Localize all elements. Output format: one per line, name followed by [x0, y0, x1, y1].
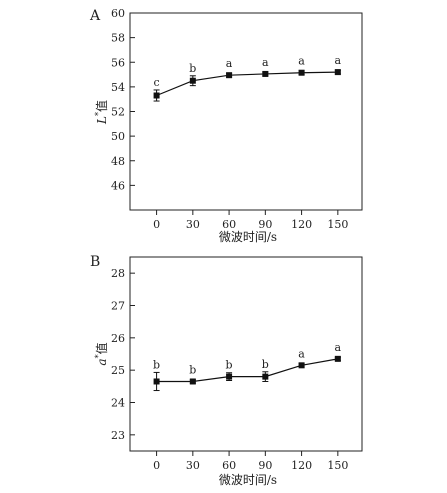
panel-a-significance-label: a [262, 56, 269, 69]
panel-a-significance-label: a [298, 55, 305, 68]
panel-b-series-line [156, 358, 338, 383]
panel-a-y-tick-label: 50 [111, 130, 125, 143]
panel-a-y-axis-title-suffix: 值 [94, 100, 109, 112]
panel-b-y-tick-label: 27 [111, 300, 125, 313]
panel-a-data-point [262, 70, 269, 77]
panel-a-x-tick-label: 60 [222, 218, 236, 231]
panel-b-x-tick-label: 0 [153, 459, 160, 472]
panel-a-x-tick-label: 150 [327, 218, 348, 231]
panel-b-x-tick-label: 120 [291, 459, 312, 472]
panel-a: A L*值 微波时间/s 46 48 50 52 54 56 58 60 0 30 60 90 120 1… [89, 7, 363, 244]
panel-b-y-axis-title-sup: * [94, 354, 103, 358]
panel-b-significance-label: b [262, 358, 269, 371]
panel-b-y-axis-title-main: a [95, 358, 109, 365]
panel-a-ticks: 46 48 50 52 54 56 58 60 0 30 60 90 120 150 [111, 7, 348, 231]
panel-b-y-tick-label: 24 [111, 397, 125, 410]
panel-b-y-tick-label: 23 [111, 429, 125, 442]
panel-a-y-tick-label: 60 [111, 7, 125, 20]
panel-b-data-point [262, 373, 269, 380]
panel-b-x-tick-label: 90 [258, 459, 272, 472]
panel-a-y-tick-label: 46 [111, 179, 125, 192]
panel-a-y-axis-title-sup: * [94, 112, 103, 116]
panel-a-y-tick-label: 58 [111, 32, 125, 45]
panel-b-significance-label: b [226, 359, 233, 372]
panel-b-significance-label: b [153, 358, 160, 371]
panel-b-x-tick-label: 60 [222, 459, 236, 472]
panel-b-data-point [298, 362, 305, 369]
panel-a-x-axis-title: 微波时间/s [219, 230, 277, 244]
panel-b-plot-frame [129, 256, 363, 452]
panel-a-x-tick-label: 120 [291, 218, 312, 231]
panel-a-x-tick-label: 0 [153, 218, 160, 231]
panel-b-data-point [226, 373, 233, 380]
panel-b-ticks: 23 24 25 26 27 28 0 30 60 90 120 150 [111, 267, 348, 472]
panel-a-y-axis-title: L*值 [94, 100, 109, 125]
panel-b-significance-label: b [189, 363, 196, 376]
panel-b-significance-label: a [298, 347, 305, 360]
panel-b-y-tick-label: 26 [111, 332, 125, 345]
panel-a-significance-label: a [226, 57, 233, 70]
panel-a-x-tick-label: 30 [186, 218, 200, 231]
panel-b-x-tick-label: 30 [186, 459, 200, 472]
panel-a-y-tick-label: 56 [111, 56, 125, 69]
panel-a-data-point [298, 69, 305, 76]
panel-a-y-axis-title-main: L [95, 116, 109, 125]
panel-a-y-tick-label: 52 [111, 106, 125, 119]
panel-a-y-tick-label: 54 [111, 81, 125, 94]
panel-b-y-tick-label: 25 [111, 364, 125, 377]
panel-b-data-point [153, 378, 160, 385]
panel-a-letter: A [89, 8, 101, 24]
panel-a-significance-label: a [335, 54, 342, 67]
panel-a-data-point [189, 77, 196, 84]
panel-b-data-point [189, 378, 196, 385]
panel-b-x-tick-label: 150 [327, 459, 348, 472]
panel-a-data-point [334, 69, 341, 76]
panel-a-plot-frame [129, 12, 363, 211]
panel-b-marks: b b b b a a [153, 341, 342, 392]
panel-b-x-axis-title: 微波时间/s [219, 473, 277, 487]
panel-a-data-point [226, 72, 233, 79]
panel-b-data-point [334, 355, 341, 362]
panel-a-significance-label: c [153, 76, 159, 89]
panel-a-series-line [156, 71, 338, 97]
panel-a-data-point [153, 92, 160, 99]
panel-a-significance-label: b [189, 62, 196, 75]
panel-b-y-tick-label: 28 [111, 267, 125, 280]
panel-a-marks: c b a a a a [153, 54, 342, 102]
panel-a-x-tick-label: 90 [258, 218, 272, 231]
panel-b-y-axis-title: a*值 [94, 342, 109, 365]
panel-b-letter: B [90, 254, 100, 270]
panel-a-y-tick-label: 48 [111, 155, 125, 168]
panel-b-significance-label: a [335, 341, 342, 354]
panel-b-y-axis-title-suffix: 值 [94, 342, 109, 354]
